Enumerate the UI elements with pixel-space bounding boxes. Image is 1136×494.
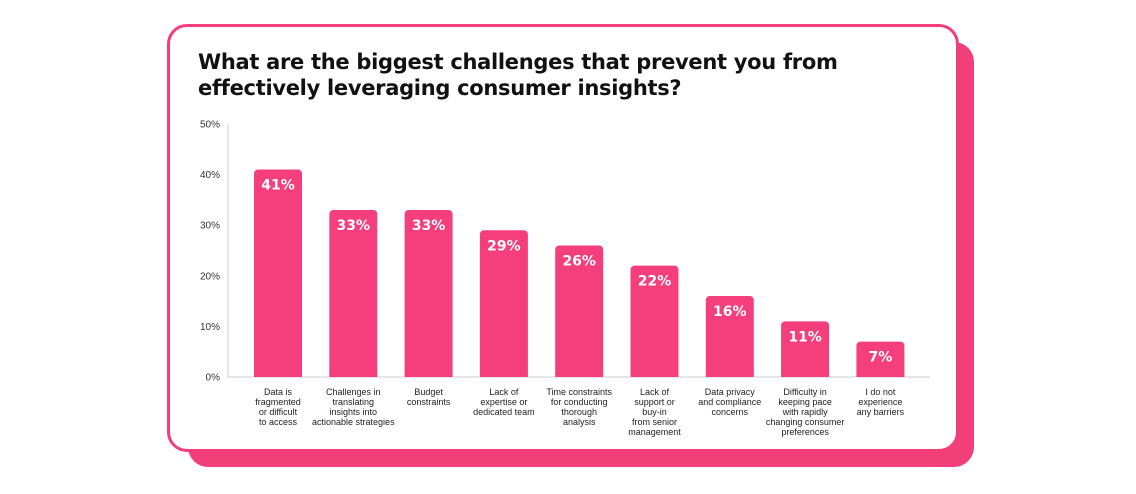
x-category-label: Data is fragmented or difficult to access [255,387,301,427]
x-category-label: Lack of expertise or dedicated team [473,387,535,417]
x-category-label-line: Lack of [489,387,519,397]
x-category-label: Budget constraints [407,387,451,407]
bar [630,265,679,377]
x-category-label-line: actionable strategies [312,417,395,427]
x-category-label-line: any barriers [857,407,905,417]
data-label: 16% [713,304,747,320]
x-category-label-line: Challenges in [326,387,381,397]
x-category-label-line: dedicated team [473,407,535,417]
bar [781,321,830,377]
bar-chart: 0% 10% 20% 30% 40% 50% 41% Data is fragmented or … [200,120,930,437]
x-category-label: I do not experience any barriers [857,387,905,417]
data-label: 33% [337,218,371,234]
x-category-label-line: or difficult [259,407,298,417]
x-category-label-line: constraints [407,397,451,407]
y-tick-label: 20% [200,271,220,282]
x-category-label-line: analysis [563,417,596,427]
x-category-label-line: Difficulty in [783,387,826,397]
data-label: 41% [261,178,295,194]
x-category-label-line: from senior [632,417,677,427]
x-category-label-line: and compliance [698,397,761,407]
x-category-label-line: management [628,427,681,437]
x-category-label: Data privacy and compliance concerns [698,387,761,417]
x-category-label: Difficulty in keeping pace with rapidly cha… [766,387,845,437]
data-label: 26% [562,253,596,269]
bar [404,210,453,377]
x-category-label: Lack of support or buy-in from senior manage… [628,387,681,437]
x-category-label-line: Time constraints [546,387,612,397]
y-tick-label: 40% [200,170,220,181]
bar-base [630,372,679,377]
x-category-label-line: support or [634,397,675,407]
chart-card: What are the biggest challenges that pre… [167,24,959,452]
bar-base [254,372,302,377]
y-tick-label: 50% [200,120,220,131]
bar [254,169,302,377]
bar-base [479,372,528,377]
data-label: 22% [638,274,672,290]
y-tick-label: 30% [200,221,220,232]
chart-title: What are the biggest challenges that pre… [198,50,838,100]
x-category-label-line: buy-in [642,407,667,417]
x-category-label-line: insights into [330,407,378,417]
bar-base [404,372,453,377]
data-label: 11% [788,329,822,345]
x-category-label: Challenges in translating insights into act… [312,387,395,427]
x-category-label-line: changing consumer [766,417,845,427]
x-category-label-line: experience [858,397,902,407]
x-category-label-line: translating [333,397,375,407]
data-label: 29% [487,238,521,254]
bar [555,245,604,377]
x-category-label-line: I do not [865,387,896,397]
bar-base [856,372,905,377]
x-category-label-line: Lack of [640,387,670,397]
bar [705,296,754,377]
bar [856,341,905,377]
bar [479,230,528,377]
x-category-label: Time constraints for conducting thorough an… [546,387,612,427]
x-category-label-line: for conducting [551,397,608,407]
x-category-label-line: fragmented [255,397,301,407]
bar-base [555,372,604,377]
y-tick-label: 0% [206,373,221,384]
x-category-label-line: expertise or [480,397,527,407]
x-category-label-line: Budget [414,387,443,397]
x-category-label-line: to access [259,417,298,427]
data-label: 7% [869,350,893,366]
bar [329,210,378,377]
x-category-label-line: keeping pace [778,397,832,407]
bar-base [329,372,378,377]
x-category-label-line: with rapidly [782,407,829,417]
data-label: 33% [412,218,446,234]
bar-base [781,372,830,377]
x-category-label-line: thorough [561,407,597,417]
bar-base [705,372,754,377]
x-category-label-line: Data privacy [705,387,756,397]
x-category-label-line: preferences [781,427,829,437]
y-tick-label: 10% [200,322,220,333]
x-category-label-line: concerns [712,407,749,417]
x-category-label-line: Data is [264,387,293,397]
